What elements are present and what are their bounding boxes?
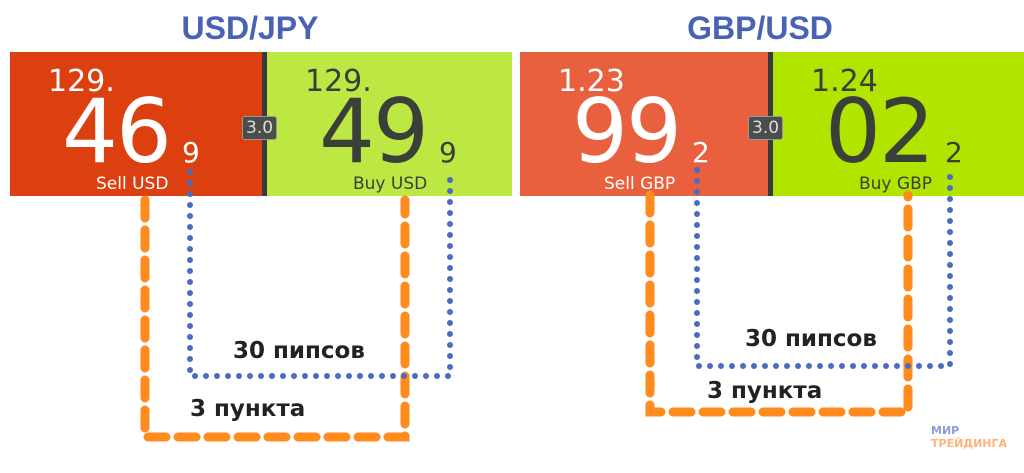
sell-gbpusd-button[interactable]: 1.23 99 2 Sell GBP — [520, 52, 768, 196]
points-label-usdjpy: 3 пункта — [190, 396, 306, 422]
buy-pip: 2 — [945, 136, 963, 169]
logo: МИР ТРЕЙДИНГА — [895, 424, 1007, 450]
points-label-gbpusd: 3 пункта — [707, 378, 823, 404]
buy-prefix: 129. — [305, 64, 372, 99]
buy-big: 49 — [319, 80, 429, 183]
logo-line1: МИР — [931, 424, 960, 437]
sell-label: Sell USD — [96, 174, 169, 194]
buy-pip: 9 — [439, 136, 457, 169]
pips-bracket-gbpusd — [694, 167, 953, 369]
sell-pip: 2 — [692, 136, 710, 169]
sell-big: 99 — [572, 80, 682, 183]
buy-prefix: 1.24 — [811, 64, 878, 99]
pips-bracket-usdjpy — [187, 169, 453, 379]
sell-pip: 9 — [182, 136, 200, 169]
logo-line2: ТРЕЙДИНГА — [931, 437, 1008, 450]
sell-label: Sell GBP — [604, 174, 676, 194]
pair-title-usdjpy: USD/JPY — [181, 10, 319, 46]
sell-big: 46 — [62, 80, 172, 183]
buy-usdjpy-button[interactable]: 129. 49 9 Buy USD — [267, 52, 512, 196]
buy-gbpusd-button[interactable]: 1.24 02 2 Buy GBP — [773, 52, 1024, 196]
buy-label: Buy USD — [353, 174, 428, 194]
buy-label: Buy GBP — [859, 174, 932, 194]
spread-badge: 3.0 — [242, 116, 278, 140]
sell-prefix: 129. — [48, 64, 115, 99]
pair-title-gbpusd: GBP/USD — [687, 10, 833, 46]
pips-label-gbpusd: 30 пипсов — [745, 326, 877, 352]
buy-big: 02 — [825, 80, 935, 183]
points-bracket-usdjpy — [140, 195, 410, 442]
spread-badge: 3.0 — [748, 116, 784, 140]
sell-usdjpy-button[interactable]: 129. 46 9 Sell USD — [10, 52, 262, 196]
pips-label-usdjpy: 30 пипсов — [233, 338, 365, 364]
sell-prefix: 1.23 — [558, 64, 625, 99]
points-bracket-gbpusd — [645, 190, 913, 417]
